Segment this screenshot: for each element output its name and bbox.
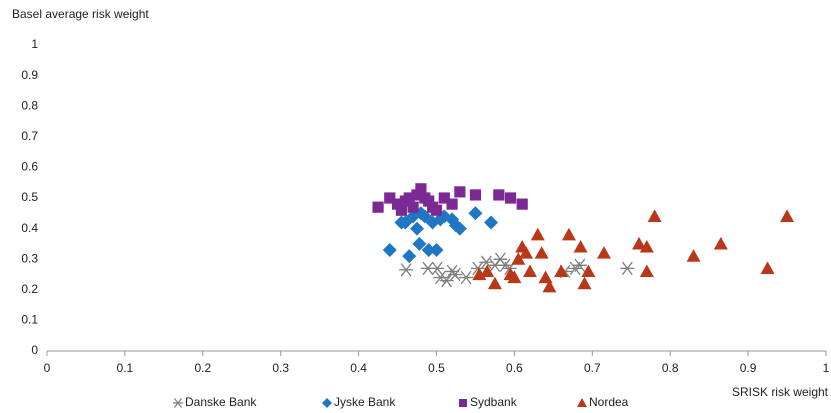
y-tick-label: 0.4 (21, 221, 38, 235)
x-tick-label: 0.4 (350, 361, 367, 375)
point (395, 204, 408, 216)
point (596, 246, 611, 259)
point (430, 204, 443, 216)
point (542, 279, 557, 293)
point (402, 249, 417, 264)
x-tick-label: 0.8 (662, 361, 679, 375)
point (561, 227, 576, 241)
y-tick-label: 0.8 (21, 98, 38, 112)
legend-label: Jyske Bank (334, 395, 396, 409)
x-tick-label: 0 (44, 361, 51, 375)
y-tick-label: 1 (31, 37, 38, 51)
point (454, 186, 466, 198)
x-tick-label: 0.5 (428, 361, 445, 375)
point (412, 236, 427, 251)
point (639, 264, 654, 278)
point (448, 267, 463, 282)
point (372, 201, 384, 213)
x-tick-label: 0.6 (506, 361, 523, 375)
point (480, 264, 495, 278)
point (572, 258, 587, 273)
point (639, 239, 654, 253)
point (713, 236, 728, 250)
point (469, 189, 482, 201)
point (415, 183, 427, 195)
point (487, 276, 502, 290)
point (459, 270, 474, 285)
point (760, 261, 775, 274)
point (430, 261, 445, 276)
point (554, 264, 569, 278)
point (382, 243, 397, 258)
point (780, 209, 795, 222)
legend-marker (173, 398, 183, 408)
y-tick-label: 0.6 (21, 160, 38, 174)
legend-label: Nordea (589, 395, 629, 409)
legend-marker (577, 398, 587, 407)
point (632, 236, 647, 250)
point (479, 255, 494, 269)
y-tick-label: 0.3 (21, 251, 38, 265)
point (581, 264, 596, 278)
y-tick-label: 0.7 (21, 129, 38, 143)
point (507, 270, 522, 284)
point (421, 243, 436, 258)
point (439, 273, 454, 288)
point (504, 192, 517, 204)
point (568, 261, 583, 276)
y-tick-label: 0.1 (21, 313, 38, 327)
x-tick-label: 0.2 (194, 361, 211, 375)
point (686, 249, 701, 262)
x-tick-label: 1 (823, 361, 830, 375)
y-tick-label: 0.2 (21, 282, 38, 296)
point (399, 263, 414, 277)
point (522, 264, 537, 278)
point (647, 209, 662, 222)
point (519, 246, 534, 259)
point (484, 215, 499, 230)
point (577, 276, 592, 290)
point (407, 201, 419, 213)
legend-label: Danske Bank (185, 395, 257, 409)
point (468, 206, 483, 221)
point (538, 270, 553, 284)
point (493, 189, 505, 201)
legend-marker (459, 399, 467, 407)
legend-label: Sydbank (470, 395, 518, 409)
x-axis-label: SRISK risk weight (732, 385, 829, 399)
legend-marker (322, 398, 332, 408)
point (446, 198, 458, 210)
point (530, 227, 545, 241)
point (511, 252, 526, 265)
x-tick-label: 0.7 (584, 361, 601, 375)
point (534, 246, 549, 259)
point (410, 221, 425, 236)
x-tick-label: 0.1 (117, 361, 134, 375)
x-tick-label: 0.9 (740, 361, 757, 375)
y-tick-label: 0.9 (21, 68, 38, 82)
chart-title: Basel average risk weight (12, 7, 149, 21)
point (620, 261, 635, 276)
point (452, 221, 467, 236)
point (429, 243, 444, 258)
y-tick-label: 0 (31, 343, 38, 357)
point (573, 239, 588, 253)
x-tick-label: 0.3 (272, 361, 289, 375)
y-tick-label: 0.5 (21, 190, 38, 204)
point (516, 198, 528, 210)
